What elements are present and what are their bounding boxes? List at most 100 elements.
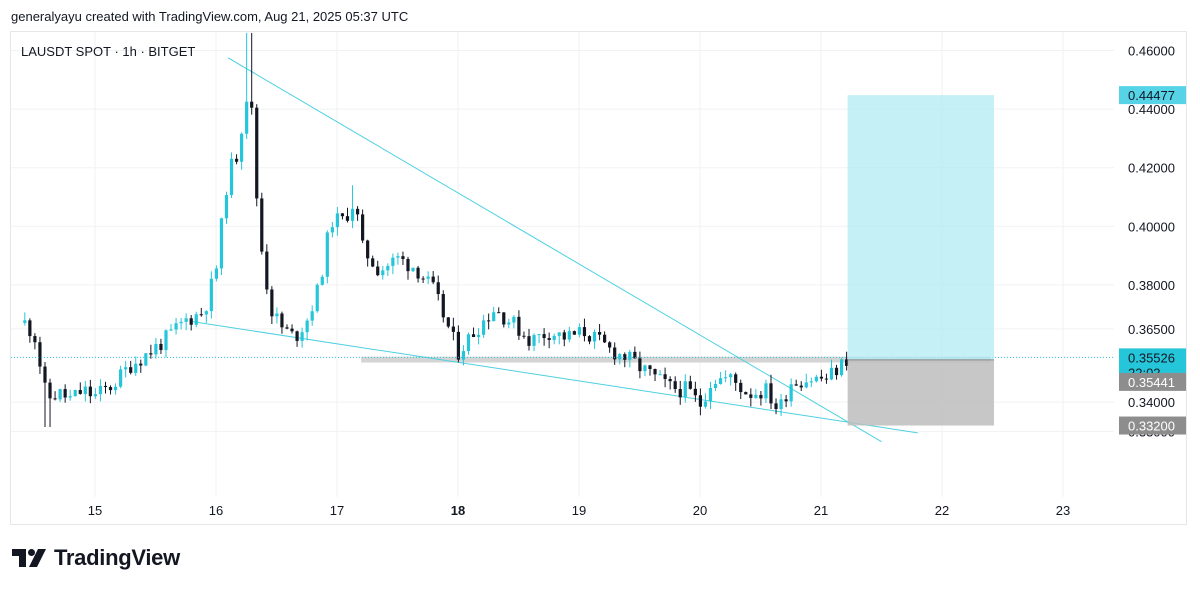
- candle: [68, 389, 72, 401]
- candle: [789, 378, 793, 407]
- candle: [376, 260, 380, 277]
- candle: [335, 207, 340, 236]
- candle: [683, 374, 687, 403]
- take-profit-price-label: 0.44477: [1119, 86, 1186, 105]
- candle: [819, 369, 824, 382]
- candle: [456, 325, 461, 363]
- candle: [804, 373, 808, 389]
- candle: [577, 323, 582, 338]
- date-tick-label: 22: [935, 503, 949, 518]
- candle: [587, 335, 592, 345]
- candle: [718, 371, 723, 385]
- candle: [557, 332, 561, 345]
- candle: [446, 317, 450, 329]
- candle: [713, 379, 718, 392]
- candle: [724, 370, 728, 383]
- support-zone: [361, 356, 991, 363]
- candle: [229, 152, 234, 199]
- candle: [809, 377, 813, 388]
- candle: [43, 361, 47, 428]
- candle: [209, 271, 213, 319]
- date-tick-label: 20: [693, 503, 707, 518]
- position-loss-zone[interactable]: [847, 359, 995, 426]
- support-zone-band: [361, 356, 991, 363]
- candle: [396, 252, 400, 265]
- candle: [608, 341, 612, 353]
- candle: [199, 307, 203, 317]
- candle: [597, 324, 602, 341]
- candle: [512, 315, 516, 329]
- candle: [240, 132, 244, 170]
- candle: [426, 271, 430, 285]
- candle: [708, 381, 713, 410]
- candles: [11, 32, 1114, 428]
- candle: [411, 267, 415, 272]
- candle: [280, 311, 284, 334]
- candle: [592, 329, 597, 349]
- trendline-lower[interactable]: [191, 321, 918, 434]
- candle: [678, 380, 682, 405]
- candle: [98, 379, 103, 402]
- candle: [134, 356, 138, 376]
- tradingview-logo: TradingView: [12, 545, 180, 571]
- candle: [214, 265, 219, 282]
- candle: [260, 192, 264, 255]
- candle: [799, 381, 803, 392]
- candle: [628, 349, 632, 368]
- candle: [482, 314, 486, 338]
- price-tick-label: 0.36500: [1128, 322, 1175, 337]
- candle: [698, 388, 703, 416]
- candle: [416, 265, 420, 283]
- price-tick-label: 0.46000: [1128, 44, 1175, 59]
- candle: [391, 253, 395, 275]
- candle: [834, 364, 839, 380]
- candle: [754, 388, 758, 399]
- candle: [839, 357, 844, 377]
- candle: [744, 391, 748, 395]
- candle: [290, 324, 294, 334]
- price-tick-label: 0.40000: [1128, 219, 1175, 234]
- candle: [537, 334, 541, 343]
- candle: [703, 393, 708, 409]
- candle: [648, 364, 652, 376]
- symbol-title: LAUSDT SPOT · 1h · BITGET: [21, 44, 195, 59]
- candle: [48, 378, 52, 428]
- svg-text:0.35526: 0.35526: [1128, 350, 1175, 365]
- candle: [532, 333, 536, 352]
- candle: [355, 206, 360, 221]
- time-axis[interactable]: 15 16 17 18 19 20 21 22 23: [88, 503, 1070, 518]
- candle: [340, 213, 345, 220]
- candle: [406, 256, 410, 280]
- candle: [108, 385, 113, 395]
- candle: [224, 191, 229, 224]
- candle: [663, 367, 667, 388]
- candle: [270, 286, 274, 325]
- candle: [774, 398, 778, 415]
- candle: [794, 379, 798, 387]
- candle: [673, 376, 677, 393]
- candle: [562, 329, 566, 347]
- candle: [542, 328, 546, 346]
- long-position-tool[interactable]: [847, 95, 995, 426]
- candle: [461, 345, 466, 366]
- candle: [653, 368, 657, 382]
- candle: [169, 324, 173, 332]
- candle: [643, 364, 647, 377]
- price-tick-label: 0.34000: [1128, 395, 1175, 410]
- candle: [638, 351, 642, 379]
- candle: [779, 394, 783, 417]
- trendlines[interactable]: [191, 57, 918, 443]
- candle: [603, 331, 607, 344]
- trendline-upper[interactable]: [227, 57, 882, 443]
- candle: [487, 313, 491, 330]
- candle: [688, 375, 692, 390]
- candle: [522, 331, 526, 339]
- position-profit-zone[interactable]: [847, 95, 995, 360]
- chart-frame[interactable]: 0.46000 0.44000 0.42000 0.40000 0.38000 0.365…: [10, 31, 1187, 525]
- candle: [436, 275, 440, 301]
- price-chart[interactable]: 0.46000 0.44000 0.42000 0.40000 0.38000 0.365…: [11, 32, 1188, 526]
- candle: [300, 327, 304, 348]
- candle: [441, 290, 445, 323]
- candle: [129, 360, 133, 375]
- price-tick-label: 0.38000: [1128, 278, 1175, 293]
